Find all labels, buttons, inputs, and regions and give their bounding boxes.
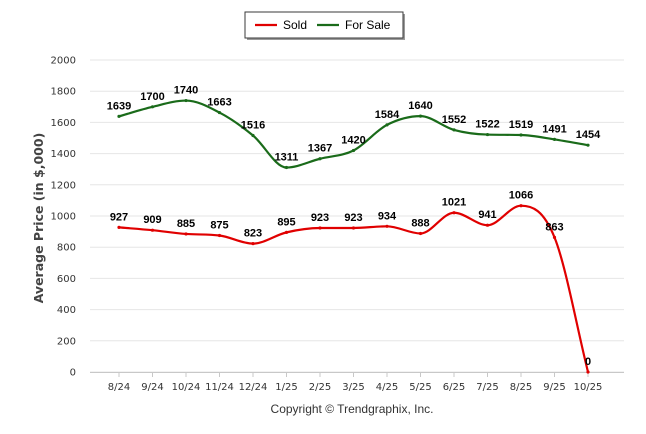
sold-data-label: 1066 [509, 190, 533, 202]
y-tick-label: 1800 [51, 87, 76, 98]
x-tick-label: 11/24 [205, 382, 234, 393]
sold-data-label: 941 [478, 209, 496, 221]
sold-point [184, 232, 188, 236]
sold-data-label: 895 [277, 216, 295, 228]
sold-point [251, 242, 255, 246]
sold-data-label: 0 [585, 356, 591, 368]
for-sale-data-label: 1522 [475, 119, 499, 131]
y-tick-label: 1200 [51, 180, 76, 191]
sold-data-label: 923 [311, 212, 329, 224]
for-sale-data-label: 1367 [308, 143, 332, 155]
y-tick-label: 2000 [51, 56, 76, 67]
x-tick-label: 7/25 [476, 382, 498, 393]
for-sale-point [284, 165, 289, 170]
for-sale-data-label: 1740 [174, 85, 198, 97]
x-tick-label: 6/25 [443, 382, 465, 393]
x-tick-label: 9/24 [141, 382, 163, 393]
x-tick-label: 9/25 [543, 382, 565, 393]
for-sale-data-label: 1516 [241, 120, 265, 132]
for-sale-point [452, 128, 456, 132]
for-sale-point [552, 137, 557, 142]
x-tick-label: 8/25 [510, 382, 532, 393]
sold-point [385, 224, 389, 228]
for-sale-point [318, 157, 322, 161]
for-sale-point [117, 114, 121, 118]
y-tick-label: 200 [57, 336, 76, 347]
sold-point [586, 370, 590, 374]
sold-point [452, 211, 456, 215]
for-sale-data-label: 1584 [375, 109, 400, 121]
for-sale-point [184, 98, 188, 103]
x-tick-label: 2/25 [309, 382, 331, 393]
sold-point [485, 223, 490, 227]
for-sale-point [519, 133, 523, 137]
for-sale-point [418, 114, 423, 118]
x-tick-label: 3/25 [342, 382, 364, 393]
for-sale-point [351, 148, 356, 153]
for-sale-data-label: 1639 [107, 100, 131, 112]
legend-label-sold: Sold [283, 18, 307, 32]
sold-line [118, 204, 590, 373]
for-sale-data-label: 1491 [542, 123, 566, 135]
x-tick-label: 10/25 [574, 382, 603, 393]
sold-data-label: 823 [244, 228, 262, 240]
for-sale-point [150, 105, 155, 109]
sold-point [284, 230, 289, 234]
x-tick-label: 10/24 [172, 382, 201, 393]
sold-point [418, 231, 423, 236]
for-sale-data-label: 1311 [275, 151, 299, 163]
for-sale-point [385, 123, 389, 127]
y-tick-label: 1000 [51, 212, 76, 223]
y-tick-label: 1600 [51, 118, 76, 129]
sold-data-label: 885 [177, 218, 195, 230]
sold-data-label: 909 [143, 214, 161, 226]
x-tick-label: 12/24 [239, 382, 268, 393]
sold-data-label: 923 [344, 212, 362, 224]
for-sale-data-label: 1663 [207, 97, 231, 109]
sold-data-label: 934 [378, 210, 397, 222]
for-sale-point [217, 110, 222, 115]
copyright-credit: Copyright © Trendgraphix, Inc. [271, 402, 434, 416]
legend-label-for-sale: For Sale [345, 18, 391, 32]
y-tick-label: 800 [57, 243, 76, 254]
data-points [117, 98, 590, 374]
for-sale-point [485, 132, 490, 137]
y-tick-label: 0 [70, 368, 76, 379]
for-sale-data-label: 1454 [576, 129, 601, 141]
for-sale-data-label: 1420 [341, 134, 365, 146]
sold-point [519, 204, 523, 208]
legend: Sold For Sale [244, 11, 405, 40]
sold-data-label: 888 [411, 217, 429, 229]
y-axis-title: Average Price (in $,000) [31, 133, 46, 304]
for-sale-point [586, 143, 590, 147]
x-tick-label: 4/25 [376, 382, 398, 393]
y-tick-label: 1400 [51, 149, 76, 160]
sold-data-label: 1021 [442, 197, 466, 209]
sold-point [217, 233, 222, 238]
sold-point [117, 225, 121, 229]
x-tick-label: 1/25 [275, 382, 297, 393]
x-axis: 8/24 9/24 10/24 11/24 12/24 1/25 2/25 3/25 4/25 5… [90, 372, 624, 393]
for-sale-data-label: 1552 [442, 114, 466, 126]
sold-data-label: 863 [545, 221, 563, 233]
for-sale-data-label: 1519 [509, 119, 533, 131]
sold-data-label: 927 [110, 211, 128, 223]
x-tick-label: 5/25 [409, 382, 431, 393]
for-sale-point [251, 133, 255, 138]
y-tick-label: 400 [57, 305, 76, 316]
sold-data-label: 875 [210, 220, 228, 232]
sold-point [150, 228, 155, 232]
sold-point [318, 226, 322, 230]
data-labels: 927 909 885 875 823 895 923 923 934 888 1021 941 106… [107, 85, 601, 368]
sold-point [552, 235, 557, 239]
sold-point [351, 226, 356, 230]
for-sale-data-label: 1700 [140, 91, 164, 103]
x-tick-label: 8/24 [108, 382, 130, 393]
y-tick-label: 600 [57, 274, 76, 285]
y-axis-ticks: 0 200 400 600 800 1000 1200 1400 1600 1800 2000 [51, 56, 76, 379]
for-sale-data-label: 1640 [408, 100, 432, 112]
